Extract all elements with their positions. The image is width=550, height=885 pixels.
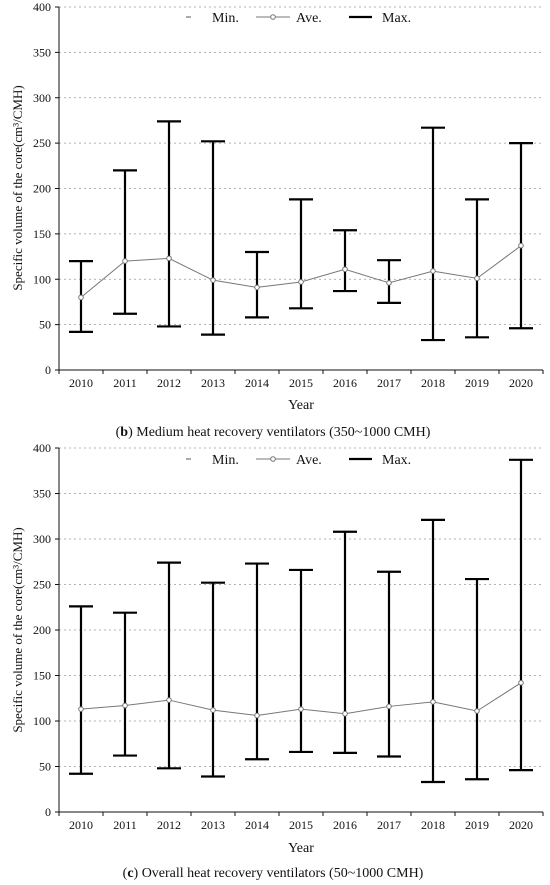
x-tick-label: 2010: [69, 376, 93, 390]
figure-caption: (b) Medium heat recovery ventilators (35…: [116, 425, 431, 440]
x-tick-label: 2012: [157, 818, 181, 832]
legend-label-ave: Ave.: [296, 453, 322, 468]
y-tick-label: 150: [33, 669, 51, 683]
y-tick-label: 400: [33, 441, 51, 455]
y-tick-label: 300: [33, 532, 51, 546]
average-point: [386, 703, 392, 710]
average-point: [122, 702, 128, 709]
x-tick-label: 2019: [465, 376, 489, 390]
figure-caption: (c) Overall heat recovery ventilators (5…: [123, 866, 424, 881]
average-point: [210, 277, 216, 283]
x-tick-label: 2012: [157, 376, 181, 390]
x-tick-label: 2016: [333, 376, 357, 390]
caption-open-paren: (: [116, 425, 121, 440]
caption-letter: c: [127, 866, 133, 881]
average-point: [78, 706, 84, 712]
caption-text: ) Overall heat recovery ventilators (50~…: [134, 866, 424, 881]
y-tick-label: 350: [33, 487, 51, 501]
x-tick-label: 2017: [377, 818, 401, 832]
y-tick-label: 400: [33, 0, 51, 14]
legend: Min. Ave. Max.: [186, 11, 411, 26]
average-point: [254, 712, 260, 719]
average-point: [342, 266, 348, 273]
x-tick-label: 2013: [201, 818, 225, 832]
y-tick-label: 0: [45, 805, 51, 819]
x-tick-label: 2015: [289, 818, 313, 832]
average-point: [342, 710, 348, 717]
average-point: [474, 275, 480, 282]
x-tick-label: 2017: [377, 376, 401, 390]
y-tick-label: 50: [39, 318, 51, 332]
x-axis-title: Year: [288, 841, 314, 856]
legend-label-min: Min.: [212, 453, 239, 468]
x-tick-label: 2015: [289, 376, 313, 390]
legend-ave-swatch-marker: [270, 456, 276, 462]
y-axis-title: Specific volume of the core(cm³/CMH): [10, 85, 25, 290]
y-tick-label: 100: [33, 272, 51, 286]
legend-label-min: Min.: [212, 11, 239, 26]
average-point: [122, 258, 128, 264]
x-tick-label: 2020: [509, 376, 533, 390]
average-point: [386, 280, 392, 286]
x-tick-label: 2011: [113, 818, 137, 832]
caption-letter: b: [120, 425, 128, 440]
x-tick-label: 2016: [333, 818, 357, 832]
average-point: [518, 242, 524, 249]
legend: Min. Ave. Max.: [186, 453, 411, 468]
y-tick-label: 200: [33, 182, 51, 196]
y-tick-label: 100: [33, 714, 51, 728]
y-tick-label: 350: [33, 45, 51, 59]
x-tick-label: 2020: [509, 818, 533, 832]
caption-open-paren: (: [123, 866, 128, 881]
y-tick-label: 50: [39, 760, 51, 774]
y-tick-label: 250: [33, 136, 51, 150]
x-axis-title: Year: [288, 398, 314, 413]
x-tick-label: 2019: [465, 818, 489, 832]
y-tick-label: 150: [33, 227, 51, 241]
average-point: [166, 255, 172, 262]
average-point: [430, 699, 436, 705]
average-point: [78, 294, 84, 301]
average-point: [210, 707, 216, 713]
average-point: [298, 279, 304, 285]
average-point: [298, 706, 304, 712]
x-tick-label: 2018: [421, 818, 445, 832]
x-tick-label: 2010: [69, 818, 93, 832]
average-point: [254, 284, 260, 291]
x-tick-label: 2013: [201, 376, 225, 390]
legend-label-max: Max.: [382, 453, 411, 468]
x-tick-label: 2018: [421, 376, 445, 390]
y-tick-label: 0: [45, 363, 51, 377]
y-tick-label: 250: [33, 578, 51, 592]
average-point: [518, 679, 524, 686]
x-tick-label: 2014: [245, 376, 269, 390]
average-point: [474, 708, 480, 714]
y-tick-label: 300: [33, 91, 51, 105]
y-axis-title: Specific volume of the core(cm³/CMH): [10, 527, 25, 732]
panel-b: 0 50 100 150 200 250 300 350 400 2010 2011 2012 2013…: [10, 0, 544, 440]
x-tick-label: 2011: [113, 376, 137, 390]
legend-label-ave: Ave.: [296, 11, 322, 26]
average-point: [430, 268, 436, 274]
caption-text: ) Medium heat recovery ventilators (350~…: [128, 425, 431, 440]
x-tick-label: 2014: [245, 818, 269, 832]
legend-ave-swatch-marker: [270, 14, 276, 20]
y-tick-label: 200: [33, 623, 51, 637]
legend-label-max: Max.: [382, 11, 411, 26]
panel-c: 0 50 100 150 200 250 300 350 400 2010 2011 2012 2013…: [10, 441, 544, 881]
average-point: [166, 697, 172, 703]
